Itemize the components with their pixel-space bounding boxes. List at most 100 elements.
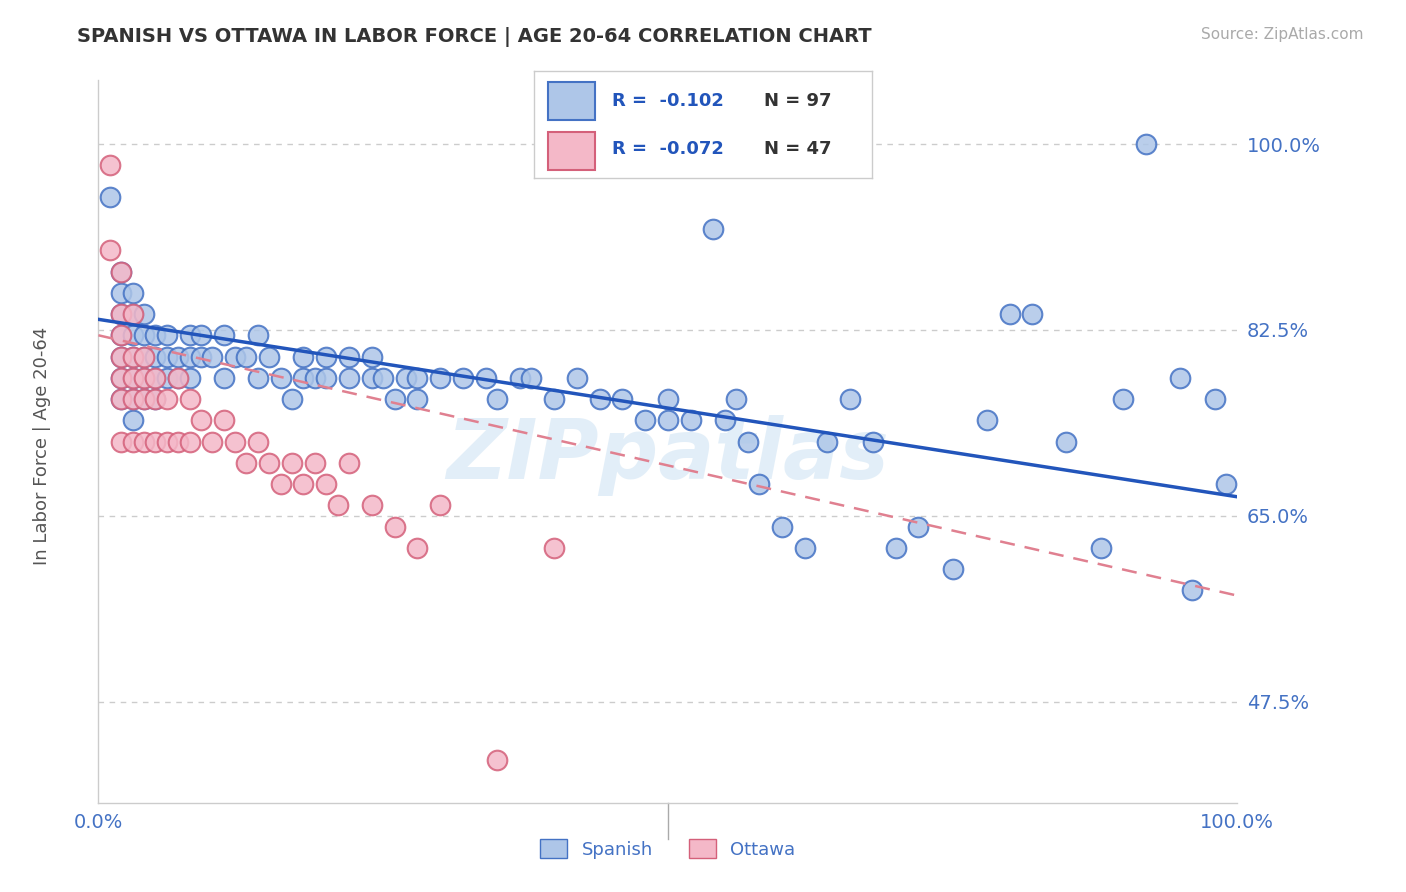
Text: N = 97: N = 97 xyxy=(763,93,831,111)
Point xyxy=(145,434,167,449)
Point xyxy=(725,392,748,406)
Point xyxy=(110,328,132,343)
Point xyxy=(167,371,190,385)
Point xyxy=(167,434,190,449)
Point xyxy=(395,371,418,385)
Point xyxy=(145,392,167,406)
Point xyxy=(737,434,759,449)
Point xyxy=(1204,392,1226,406)
Point xyxy=(748,477,770,491)
Point xyxy=(520,371,543,385)
Point xyxy=(565,371,588,385)
Point xyxy=(292,477,315,491)
Text: R =  -0.072: R = -0.072 xyxy=(612,141,724,159)
Point xyxy=(156,434,179,449)
Point xyxy=(132,328,155,343)
Point xyxy=(121,350,143,364)
Point xyxy=(224,350,246,364)
Point xyxy=(110,285,132,300)
Point xyxy=(110,307,132,321)
Text: R =  -0.102: R = -0.102 xyxy=(612,93,724,111)
Point xyxy=(634,413,657,427)
Point xyxy=(292,371,315,385)
Point xyxy=(98,158,121,172)
Point xyxy=(132,434,155,449)
Point xyxy=(679,413,702,427)
Point xyxy=(110,350,132,364)
Point xyxy=(884,541,907,555)
Point xyxy=(156,392,179,406)
Point xyxy=(132,371,155,385)
Point xyxy=(1054,434,1078,449)
Point xyxy=(1112,392,1135,406)
Point xyxy=(110,350,132,364)
Point xyxy=(212,413,235,427)
Point xyxy=(98,190,121,204)
Text: Source: ZipAtlas.com: Source: ZipAtlas.com xyxy=(1201,27,1364,42)
Point xyxy=(121,307,143,321)
Point xyxy=(145,392,167,406)
Point xyxy=(121,434,143,449)
Point xyxy=(384,392,406,406)
Point xyxy=(270,371,292,385)
Point xyxy=(259,350,281,364)
Legend: Spanish, Ottawa: Spanish, Ottawa xyxy=(533,832,803,866)
Point xyxy=(702,222,724,236)
Point xyxy=(406,541,429,555)
Point xyxy=(337,456,360,470)
Point xyxy=(179,328,201,343)
Point xyxy=(907,519,929,533)
Point xyxy=(600,136,623,151)
Point xyxy=(292,350,315,364)
Point xyxy=(326,498,349,512)
Point xyxy=(543,541,565,555)
Point xyxy=(179,392,201,406)
Point xyxy=(406,371,429,385)
Text: SPANISH VS OTTAWA IN LABOR FORCE | AGE 20-64 CORRELATION CHART: SPANISH VS OTTAWA IN LABOR FORCE | AGE 2… xyxy=(77,27,872,46)
Point xyxy=(1021,307,1043,321)
Point xyxy=(145,350,167,364)
Point xyxy=(429,498,451,512)
Point xyxy=(281,392,304,406)
Point xyxy=(121,392,143,406)
Point xyxy=(224,434,246,449)
Point xyxy=(486,392,509,406)
Point xyxy=(246,434,269,449)
Point xyxy=(110,371,132,385)
Point xyxy=(588,392,610,406)
Point xyxy=(770,519,793,533)
Point xyxy=(145,371,167,385)
Point xyxy=(304,456,326,470)
Point xyxy=(179,434,201,449)
Point xyxy=(657,413,679,427)
Point xyxy=(179,371,201,385)
Point xyxy=(360,498,382,512)
Point xyxy=(657,392,679,406)
Point xyxy=(1181,583,1204,598)
Point xyxy=(110,392,132,406)
Point xyxy=(270,477,292,491)
Point xyxy=(201,434,224,449)
Point xyxy=(145,328,167,343)
Point xyxy=(976,413,998,427)
Point xyxy=(110,392,132,406)
Point xyxy=(201,350,224,364)
Point xyxy=(451,371,474,385)
Point xyxy=(360,371,382,385)
Point xyxy=(1215,477,1237,491)
Point xyxy=(246,371,269,385)
Point xyxy=(315,350,337,364)
Point xyxy=(235,350,257,364)
Text: ZIPpatlas: ZIPpatlas xyxy=(447,416,889,497)
Point xyxy=(190,350,212,364)
Point xyxy=(315,477,337,491)
Point xyxy=(121,350,143,364)
Point xyxy=(110,264,132,278)
Point xyxy=(145,371,167,385)
Point xyxy=(156,350,179,364)
Point xyxy=(371,371,394,385)
Point xyxy=(793,541,815,555)
Point xyxy=(132,350,155,364)
Point xyxy=(942,562,965,576)
Point xyxy=(315,371,337,385)
